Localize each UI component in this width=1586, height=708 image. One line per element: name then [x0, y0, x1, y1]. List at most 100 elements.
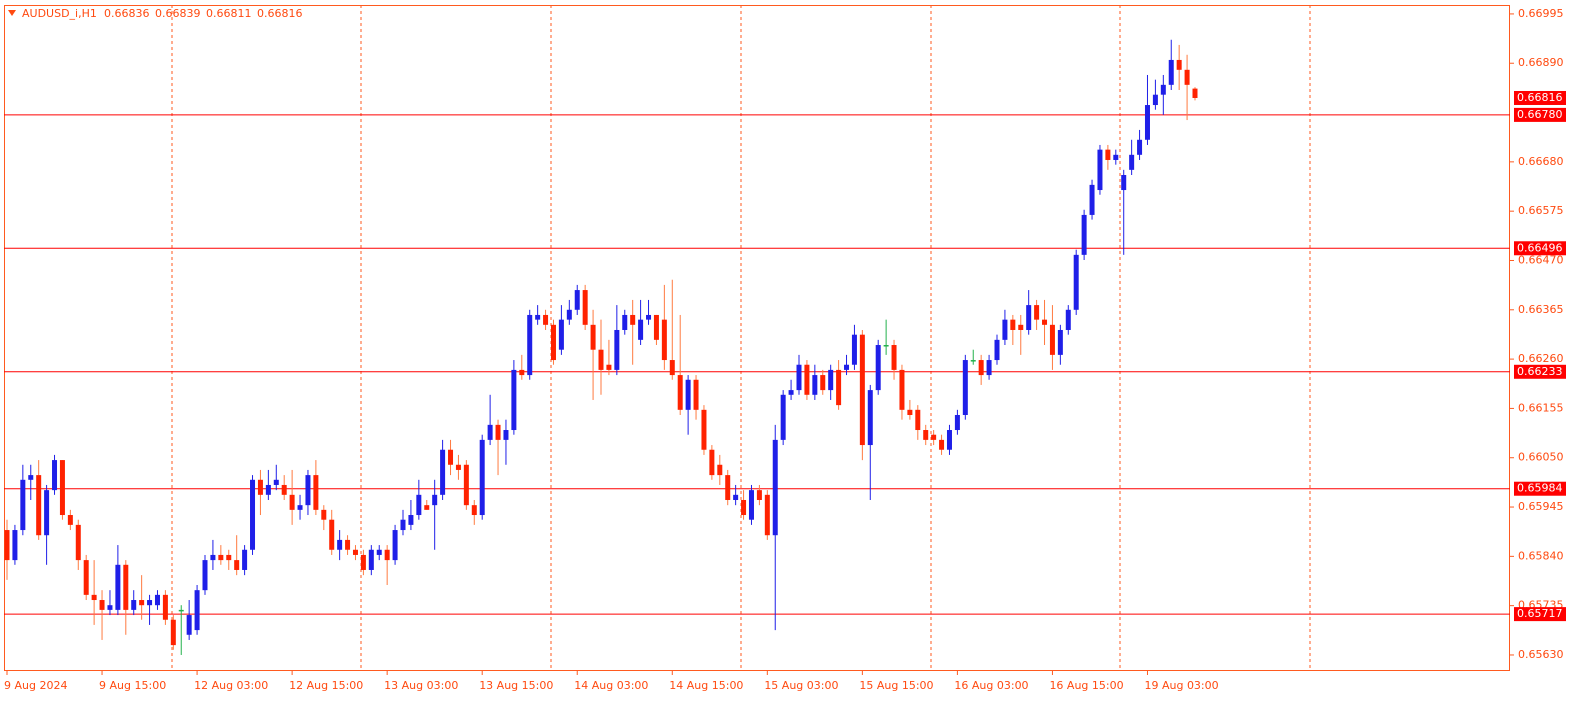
candle-body [360, 554, 366, 570]
candle-body [345, 539, 351, 550]
candle-body [859, 334, 865, 446]
candle-body [669, 360, 675, 376]
candle-body [725, 475, 731, 500]
x-tick-label: 12 Aug 03:00 [194, 679, 268, 692]
x-tick-label: 13 Aug 03:00 [384, 679, 458, 692]
candle-body [75, 524, 81, 561]
candle-body [511, 369, 517, 431]
y-tick-label: 0.65630 [1518, 648, 1564, 661]
candle-body [305, 475, 311, 506]
candle-body [162, 594, 168, 620]
candle-body [1073, 254, 1079, 310]
y-tick-label: 0.66890 [1518, 56, 1564, 69]
candle-body [471, 505, 477, 516]
candle-body [598, 349, 604, 370]
candle-body [416, 494, 422, 516]
candle-body [946, 430, 952, 450]
candle-body [424, 505, 430, 510]
level-tag [1514, 481, 1566, 496]
candle-body [1089, 184, 1095, 215]
candle-body [337, 539, 343, 550]
y-tick-label: 0.66050 [1518, 451, 1564, 464]
candle-body [709, 449, 715, 476]
candle-body [368, 549, 374, 570]
x-tick-label: 14 Aug 15:00 [669, 679, 743, 692]
x-tick-label: 16 Aug 15:00 [1049, 679, 1123, 692]
candle-body [1152, 94, 1158, 106]
x-tick-label: 13 Aug 15:00 [479, 679, 553, 692]
candle-body [44, 490, 50, 536]
plot-frame [4, 5, 1510, 671]
level-label: 0.66780 [1517, 108, 1563, 121]
candle-body [218, 554, 224, 561]
candle-body [1065, 309, 1071, 330]
candle-body [503, 430, 509, 440]
candle-body [1042, 319, 1048, 325]
candle-body [400, 519, 406, 531]
candle-body [931, 434, 937, 440]
candle-body [954, 414, 960, 431]
candle-body [202, 560, 208, 591]
header-low: 0.66811 [206, 7, 252, 20]
candle-body [59, 460, 65, 516]
candle-body [257, 479, 263, 495]
candle-body [1049, 324, 1055, 355]
header-high: 0.66839 [155, 7, 201, 20]
candle-body [630, 314, 636, 325]
candle-body [321, 509, 327, 520]
x-tick-label: 14 Aug 03:00 [574, 679, 648, 692]
candle-body [147, 600, 153, 606]
candle-body [606, 364, 612, 370]
level-label: 0.66496 [1517, 241, 1563, 254]
candle-body [1192, 88, 1198, 98]
candle-body [107, 605, 113, 610]
candle-body [1184, 69, 1190, 85]
candle-body [915, 409, 921, 431]
candle-body [756, 490, 762, 500]
candle-body [653, 314, 659, 340]
candle-body [970, 360, 976, 362]
candle-body [836, 369, 842, 406]
candle-body [20, 479, 26, 531]
header-close: 0.66816 [257, 7, 303, 20]
candle-body [1081, 214, 1087, 255]
candle-body [535, 314, 541, 320]
level-tag [1514, 107, 1566, 122]
candle-body [28, 475, 34, 480]
candle-body [962, 360, 968, 415]
header-open: 0.66836 [104, 7, 150, 20]
candle-body [899, 369, 905, 410]
candle-body [733, 494, 739, 500]
candle-body [123, 564, 129, 610]
candle-body [154, 594, 160, 606]
level-tag [1514, 241, 1566, 256]
candle-body [764, 494, 770, 536]
candle-body [1144, 105, 1150, 140]
y-tick-label: 0.66680 [1518, 155, 1564, 168]
candle-body [313, 475, 319, 510]
candle-body [1137, 139, 1143, 155]
candle-body [1129, 154, 1135, 170]
candle-body [440, 449, 446, 495]
candle-body [891, 345, 897, 370]
candle-body [289, 494, 295, 510]
candle-body [875, 345, 881, 391]
candle-body [1168, 59, 1174, 85]
candle-body [614, 329, 620, 370]
candle-body [1026, 305, 1032, 330]
candle-body [701, 409, 707, 450]
header-icon [8, 10, 16, 16]
candle-body [329, 519, 335, 550]
candle-body [527, 314, 533, 376]
candle-body [622, 314, 628, 330]
candle-body [550, 324, 556, 361]
candle-body [638, 319, 644, 340]
candle-body [1160, 84, 1166, 95]
candle-body [780, 394, 786, 440]
candle-body [178, 609, 184, 612]
y-tick-label: 0.66470 [1518, 253, 1564, 266]
candle-body [91, 594, 97, 601]
candle-body [1097, 149, 1103, 191]
